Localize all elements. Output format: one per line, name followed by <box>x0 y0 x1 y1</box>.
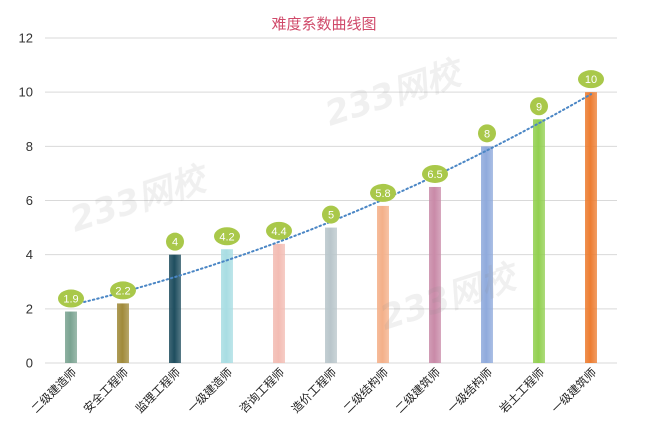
x-tick-label: 一级建造师 <box>185 365 236 416</box>
y-tick-label: 0 <box>26 356 33 371</box>
x-tick-label: 一级建筑师 <box>549 365 600 416</box>
data-label: 5 <box>328 210 334 222</box>
data-label-bubble <box>370 183 396 202</box>
data-label: 6.5 <box>427 169 442 181</box>
watermark-text: 233网校 <box>65 158 214 241</box>
bar <box>65 311 77 363</box>
x-tick-label: 二级结构师 <box>341 365 392 416</box>
x-tick-label: 二级建筑师 <box>393 365 444 416</box>
data-label-bubble <box>530 97 548 116</box>
data-label: 4.2 <box>219 231 234 243</box>
bar <box>273 243 285 363</box>
y-axis-ticks: 0 2 4 6 8 10 12 <box>19 31 33 371</box>
data-label-bubble <box>578 70 604 89</box>
data-label-bubble <box>166 232 184 251</box>
data-label-bubble <box>322 205 340 224</box>
data-label: 9 <box>536 101 542 113</box>
watermark-text: 233网校 <box>320 52 469 135</box>
data-label-bubble <box>478 124 496 143</box>
data-label-bubble <box>110 281 136 300</box>
data-label: 5.8 <box>375 188 390 200</box>
data-label-bubble <box>214 227 240 246</box>
bar <box>585 92 597 364</box>
watermark-text: 233网校 <box>375 256 524 339</box>
x-tick-label: 二级建造师 <box>29 365 80 416</box>
data-label-bubble <box>266 221 292 240</box>
y-tick-label: 8 <box>26 139 33 154</box>
x-tick-label: 咨询工程师 <box>237 365 288 416</box>
bar <box>429 186 441 363</box>
y-tick-label: 12 <box>19 31 33 46</box>
watermark: 233网校 233网校 233网校 <box>65 52 524 339</box>
x-axis-ticks: 二级建造师 安全工程师 监理工程师 一级建造师 咨询工程师 造价工程师 二级结构师 二级建筑师… <box>29 365 600 416</box>
trendline-path <box>70 93 592 307</box>
bar <box>377 205 389 363</box>
x-tick-label: 岩土工程师 <box>497 365 548 416</box>
bar <box>325 227 337 363</box>
y-tick-label: 4 <box>26 247 33 262</box>
data-label-bubble <box>58 289 84 308</box>
data-label: 2.2 <box>115 285 130 297</box>
chart-title: 难度系数曲线图 <box>271 15 376 33</box>
data-label: 8 <box>484 128 490 140</box>
bar <box>169 254 181 363</box>
data-labels: 1.9 2.2 4 4.2 4.4 5 5.8 6.5 8 9 10 <box>58 70 604 308</box>
y-tick-label: 2 <box>26 301 33 316</box>
x-tick-label: 一级结构师 <box>445 365 496 416</box>
data-label: 10 <box>585 74 597 86</box>
data-label-bubble <box>422 164 448 183</box>
x-tick-label: 监理工程师 <box>133 365 184 416</box>
bar <box>481 146 493 363</box>
data-label: 1.9 <box>63 294 78 306</box>
y-tick-label: 10 <box>19 85 33 100</box>
data-label: 4 <box>172 237 178 249</box>
bar <box>533 119 545 363</box>
trendline <box>70 93 592 307</box>
y-tick-label: 6 <box>26 193 33 208</box>
bar <box>117 303 129 363</box>
x-tick-label: 安全工程师 <box>81 365 132 416</box>
data-label: 4.4 <box>271 226 286 238</box>
bars <box>65 92 597 364</box>
bar <box>221 249 233 363</box>
x-tick-label: 造价工程师 <box>289 365 340 416</box>
